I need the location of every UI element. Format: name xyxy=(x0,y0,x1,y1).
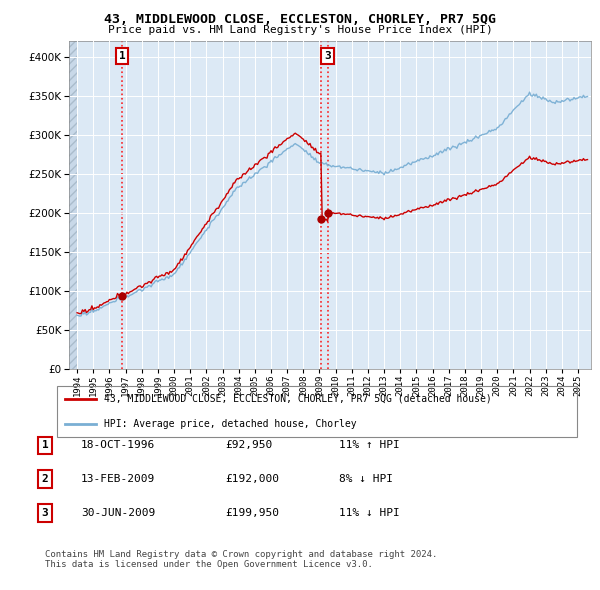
Text: Price paid vs. HM Land Registry's House Price Index (HPI): Price paid vs. HM Land Registry's House … xyxy=(107,25,493,35)
Text: 11% ↓ HPI: 11% ↓ HPI xyxy=(339,508,400,517)
Text: 8% ↓ HPI: 8% ↓ HPI xyxy=(339,474,393,484)
Text: 18-OCT-1996: 18-OCT-1996 xyxy=(81,441,155,450)
Text: 1: 1 xyxy=(41,441,49,450)
Text: 30-JUN-2009: 30-JUN-2009 xyxy=(81,508,155,517)
Text: 43, MIDDLEWOOD CLOSE, ECCLESTON, CHORLEY, PR7 5QG (detached house): 43, MIDDLEWOOD CLOSE, ECCLESTON, CHORLEY… xyxy=(104,394,492,404)
Text: £92,950: £92,950 xyxy=(225,441,272,450)
Bar xyxy=(69,41,77,369)
Text: 13-FEB-2009: 13-FEB-2009 xyxy=(81,474,155,484)
Text: Contains HM Land Registry data © Crown copyright and database right 2024.
This d: Contains HM Land Registry data © Crown c… xyxy=(45,550,437,569)
Text: 1: 1 xyxy=(119,51,125,61)
Text: 3: 3 xyxy=(324,51,331,61)
Text: £199,950: £199,950 xyxy=(225,508,279,517)
Text: 43, MIDDLEWOOD CLOSE, ECCLESTON, CHORLEY, PR7 5QG: 43, MIDDLEWOOD CLOSE, ECCLESTON, CHORLEY… xyxy=(104,13,496,26)
Text: HPI: Average price, detached house, Chorley: HPI: Average price, detached house, Chor… xyxy=(104,419,357,430)
Text: 11% ↑ HPI: 11% ↑ HPI xyxy=(339,441,400,450)
Text: 3: 3 xyxy=(41,508,49,517)
Text: 2: 2 xyxy=(41,474,49,484)
Text: £192,000: £192,000 xyxy=(225,474,279,484)
